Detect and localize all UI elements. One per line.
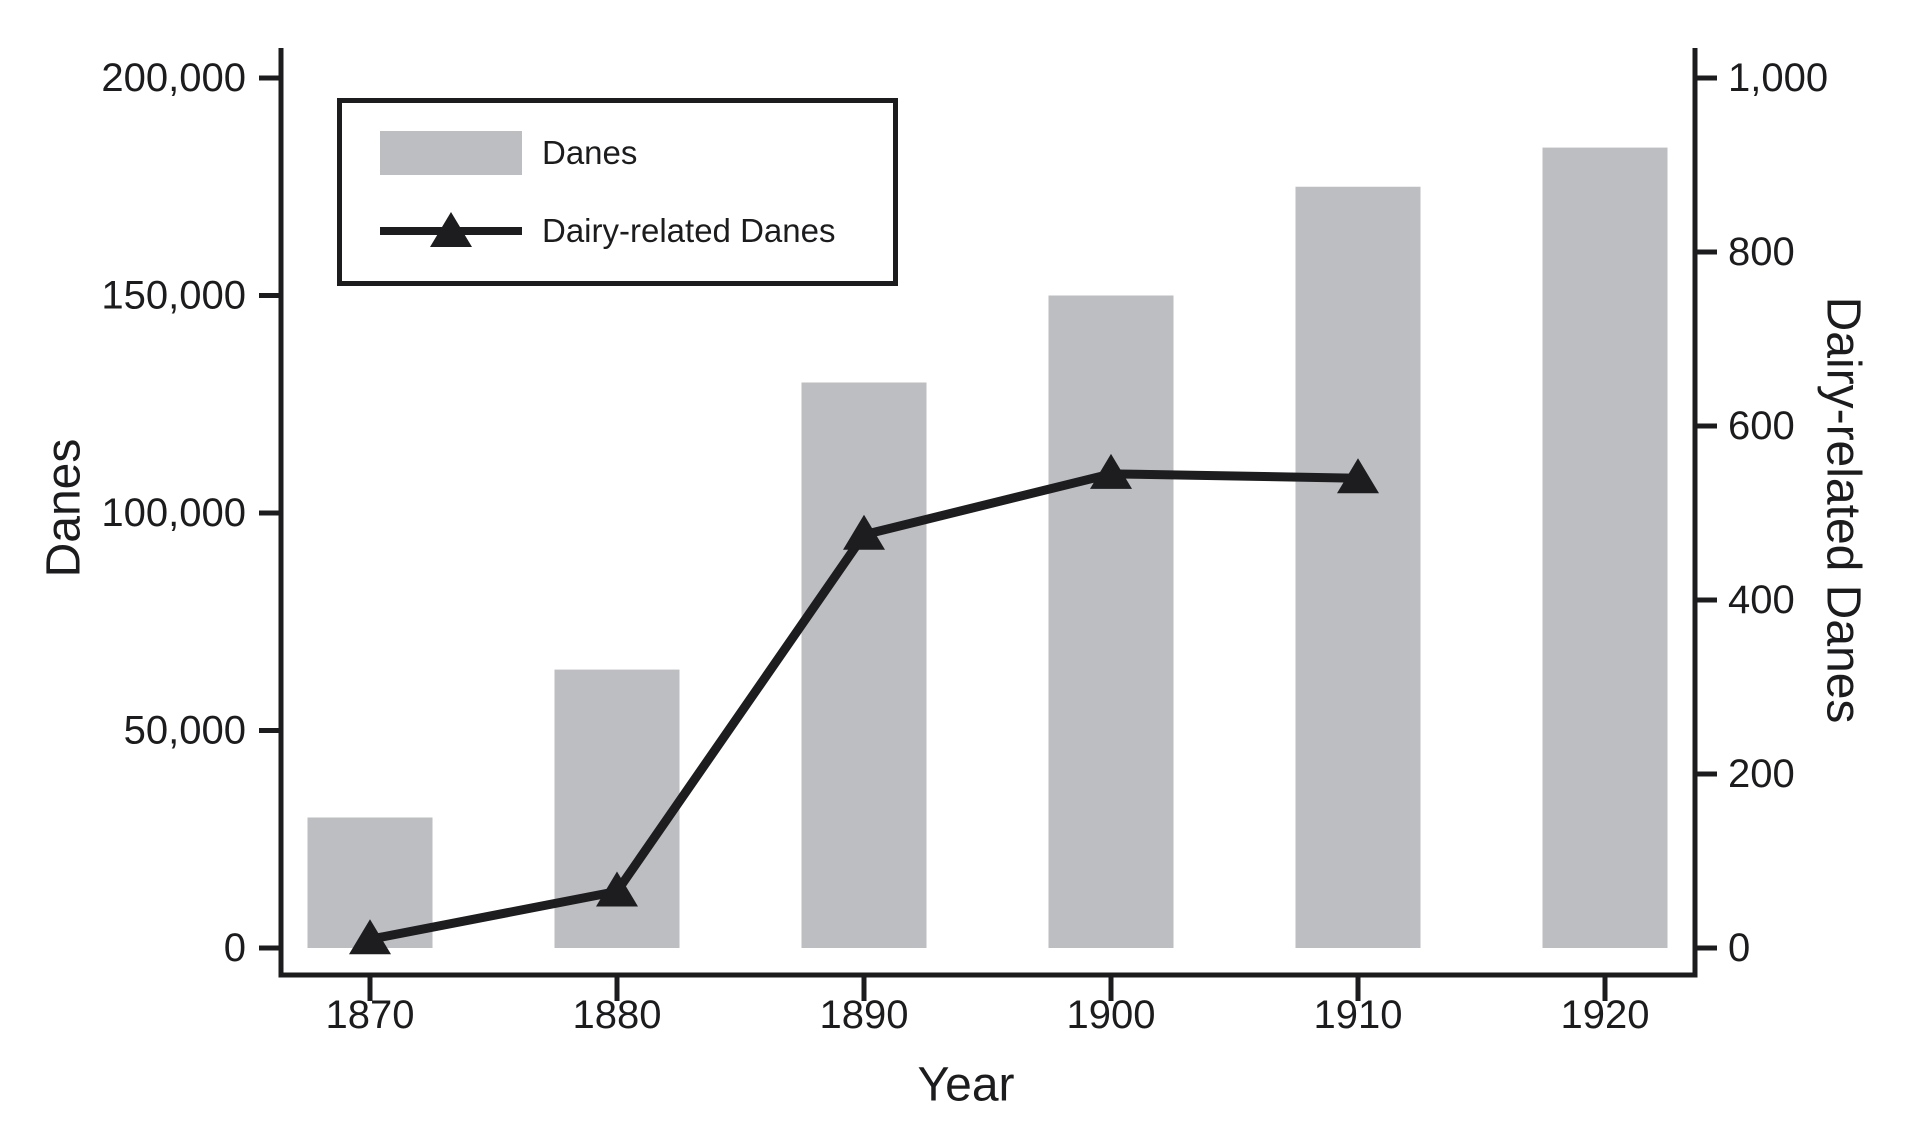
legend: Danes Dairy-related Danes (337, 98, 898, 286)
legend-line-swatch (380, 209, 522, 253)
bar-1920 (1542, 147, 1668, 949)
bar-1910 (1295, 186, 1421, 948)
y-axis-left-title: Danes (37, 438, 91, 578)
x-tick-label: 1910 (1314, 993, 1403, 1037)
marker-triangle-1880 (596, 871, 638, 907)
x-tick-label: 1880 (573, 993, 662, 1037)
y-left-tick-label: 0 (224, 926, 246, 970)
triangle-marker-icon (430, 212, 472, 247)
legend-bar-swatch (380, 131, 522, 175)
x-tick-label: 1920 (1561, 993, 1650, 1037)
y-right-tick-label: 600 (1728, 404, 1795, 448)
legend-label-dairy: Dairy-related Danes (542, 212, 836, 249)
marker-triangle-1890 (843, 514, 885, 550)
y-axis-right-title: Dairy-related Danes (1816, 296, 1870, 724)
y-right-tick-label: 0 (1728, 926, 1750, 970)
legend-item-dairy: Dairy-related Danes (380, 209, 893, 253)
marker-triangle-1910 (1337, 458, 1379, 494)
legend-item-danes: Danes (380, 131, 893, 175)
marker-triangle-1870 (349, 919, 391, 955)
y-left-tick-label: 150,000 (101, 274, 246, 318)
y-left-tick-label: 200,000 (101, 56, 246, 100)
y-right-tick-label: 1,000 (1728, 56, 1828, 100)
x-axis-title: Year (917, 1058, 1015, 1112)
bar-1890 (801, 382, 927, 948)
marker-triangle-1900 (1090, 453, 1132, 489)
y-left-tick-label: 100,000 (101, 491, 246, 535)
x-tick-label: 1900 (1067, 993, 1156, 1037)
y-right-tick-label: 800 (1728, 230, 1795, 274)
x-tick-label: 1890 (820, 993, 909, 1037)
x-tick-label: 1870 (326, 993, 415, 1037)
y-right-tick-label: 400 (1728, 578, 1795, 622)
y-right-tick-label: 200 (1728, 752, 1795, 796)
bar-1900 (1048, 295, 1174, 948)
legend-label-danes: Danes (542, 134, 638, 171)
y-left-tick-label: 50,000 (124, 709, 246, 753)
